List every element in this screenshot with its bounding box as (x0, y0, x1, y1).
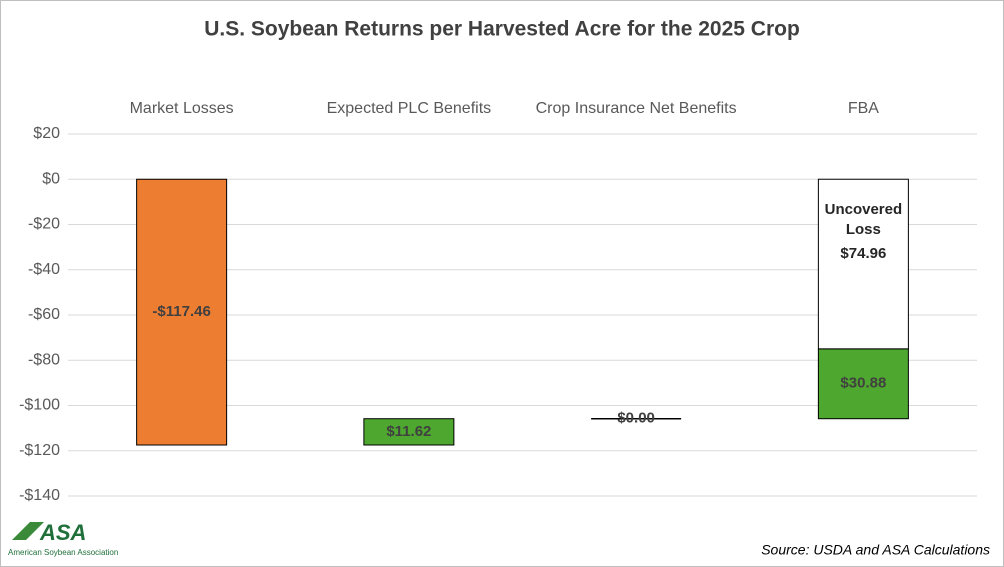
x-category-label: Crop Insurance Net Benefits (536, 100, 737, 117)
y-tick-label: -$100 (19, 397, 60, 414)
bar (136, 178, 228, 446)
logo-name: American Soybean Association (8, 548, 118, 557)
y-tick-label: -$20 (28, 216, 60, 233)
x-category-label: Expected PLC Benefits (327, 100, 492, 117)
value-label: $74.96 (840, 245, 886, 262)
y-tick-label: -$120 (19, 442, 60, 459)
source-note: Source: USDA and ASA Calculations (761, 542, 990, 558)
y-tick-label: $20 (33, 125, 60, 142)
y-tick-label: -$140 (19, 487, 60, 504)
bar (363, 418, 455, 446)
chart-title: U.S. Soybean Returns per Harvested Acre … (204, 18, 800, 41)
value-label: $30.88 (840, 375, 886, 392)
y-tick-label: -$40 (28, 261, 60, 278)
x-category-label: FBA (848, 100, 879, 117)
logo-mark: ASA (39, 520, 86, 545)
value-label: -$117.46 (152, 303, 210, 320)
value-label: $11.62 (386, 423, 431, 440)
remainder-name: Uncovered Loss (824, 201, 903, 239)
y-tick-label: $0 (42, 170, 60, 187)
value-label: $0.00 (617, 410, 655, 427)
y-tick-label: -$80 (28, 351, 60, 368)
bar (817, 348, 909, 420)
x-category-label: Market Losses (130, 100, 234, 117)
y-tick-label: -$60 (28, 306, 60, 323)
logo: ASA American Soybean Association (8, 520, 118, 557)
bar (817, 178, 909, 350)
logo-leaf (12, 522, 44, 540)
